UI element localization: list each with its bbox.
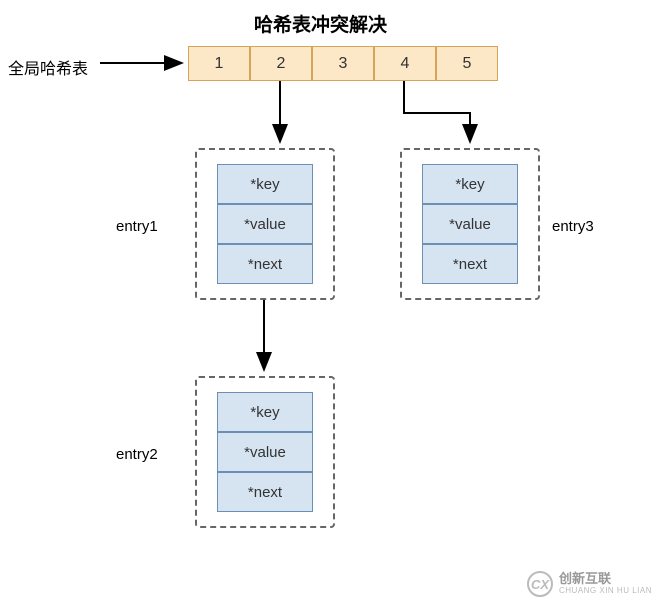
diagram-title: 哈希表冲突解决	[254, 10, 387, 37]
entry1-label: entry1	[116, 218, 158, 235]
entry2-next: *next	[217, 472, 313, 512]
entry2-label: entry2	[116, 446, 158, 463]
hash-cell-5: 5	[436, 46, 498, 81]
watermark-sub: CHUANG XIN HU LIAN	[559, 587, 652, 596]
hash-cell-1: 1	[188, 46, 250, 81]
global-hash-label: 全局哈希表	[8, 55, 88, 79]
entry3-value: *value	[422, 204, 518, 244]
entry1-value: *value	[217, 204, 313, 244]
hash-cell-2: 2	[250, 46, 312, 81]
watermark: CX 创新互联 CHUANG XIN HU LIAN	[527, 571, 652, 597]
entry1-key: *key	[217, 164, 313, 204]
watermark-icon: CX	[527, 571, 553, 597]
entry1-next: *next	[217, 244, 313, 284]
entry3-label: entry3	[552, 218, 594, 235]
entry3-next: *next	[422, 244, 518, 284]
watermark-main: 创新互联	[559, 572, 652, 586]
entry2-value: *value	[217, 432, 313, 472]
hash-cell-4: 4	[374, 46, 436, 81]
entry2-key: *key	[217, 392, 313, 432]
hash-cell-3: 3	[312, 46, 374, 81]
entry3-key: *key	[422, 164, 518, 204]
